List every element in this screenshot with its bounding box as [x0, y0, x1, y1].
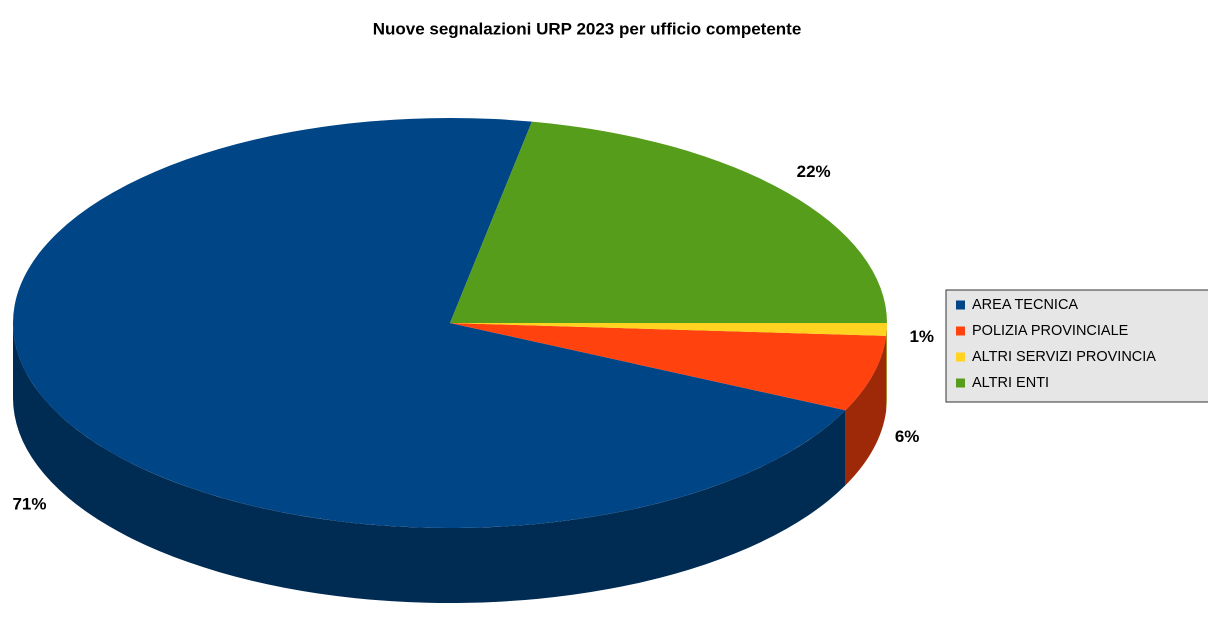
value-label: 6% — [895, 427, 920, 446]
legend-label: AREA TECNICA — [972, 297, 1078, 313]
legend-swatch — [956, 326, 965, 336]
pie-side — [845, 335, 887, 486]
legend-swatch — [956, 352, 965, 362]
value-label: 22% — [797, 162, 831, 181]
legend-label: ALTRI ENTI — [972, 375, 1049, 391]
pie-slice — [450, 323, 887, 336]
legend-swatch — [956, 378, 965, 388]
legend-swatch — [956, 300, 965, 310]
legend-label: POLIZIA PROVINCIALE — [972, 323, 1129, 339]
legend-label: ALTRI SERVIZI PROVINCIA — [972, 349, 1156, 365]
pie-side — [886, 323, 887, 411]
value-label: 71% — [12, 495, 46, 514]
pie-slice — [450, 121, 887, 324]
legend-box — [945, 289, 1208, 403]
pie-slice — [450, 323, 887, 411]
chart-title: Nuove segnalazioni URP 2023 per ufficio … — [373, 19, 802, 38]
pie-side — [13, 323, 846, 603]
pie-slice — [12, 117, 846, 528]
value-label: 1% — [909, 327, 934, 346]
